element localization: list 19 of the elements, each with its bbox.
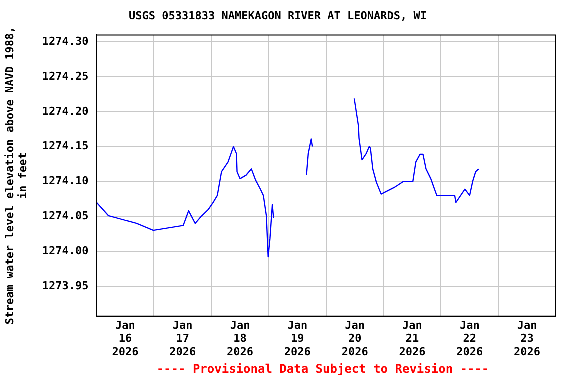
- y-tick-label: 1274.20: [42, 104, 89, 118]
- x-tick-label: Jan 22 2026: [456, 318, 484, 358]
- text: ---- Provisional Data Subject to Revision ----: [156, 362, 490, 376]
- y-tick-label: 1274.30: [42, 35, 89, 48]
- y-tick-label: 1274.15: [42, 140, 89, 153]
- y-tick-label: 1274.10: [42, 174, 89, 188]
- y-axis-title: Stream water level elevation above NAVD 1988, in feet: [3, 26, 30, 325]
- y-tick-label: 1274.25: [42, 70, 89, 83]
- x-tick-label: Jan 16 2026: [112, 318, 140, 358]
- y-tick-label: 1274.00: [42, 244, 89, 258]
- chart-title: USGS 05331833 NAMEKAGON RIVER AT LEONARDS, WI: [128, 9, 428, 22]
- x-tick-label: Jan 17 2026: [170, 318, 196, 358]
- x-tick-label: Jan 23 2026: [514, 318, 541, 358]
- x-tick-label: Jan 21 2026: [399, 318, 426, 358]
- x-tick-label: Jan 18 2026: [227, 318, 254, 358]
- y-tick-label: 1274.05: [42, 209, 89, 222]
- x-tick-label: Jan 20 2026: [342, 318, 369, 358]
- x-tick-label: Jan 19 2026: [284, 318, 312, 358]
- y-tick-label: 1273.95: [42, 279, 89, 292]
